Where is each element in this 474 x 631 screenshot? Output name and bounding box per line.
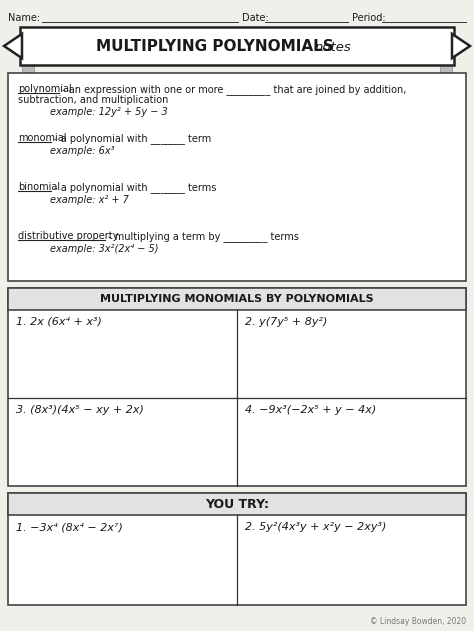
- FancyBboxPatch shape: [8, 288, 466, 310]
- Polygon shape: [440, 65, 452, 72]
- Text: © Lindsay Bowden, 2020: © Lindsay Bowden, 2020: [370, 617, 466, 626]
- Text: example: 12y² + 5y − 3: example: 12y² + 5y − 3: [50, 107, 168, 117]
- Text: YOU TRY:: YOU TRY:: [205, 497, 269, 510]
- Text: 4. −9x³(−2x⁵ + y − 4x): 4. −9x³(−2x⁵ + y − 4x): [245, 405, 376, 415]
- FancyBboxPatch shape: [8, 493, 466, 515]
- Text: binomial: binomial: [18, 182, 60, 192]
- FancyBboxPatch shape: [8, 73, 466, 281]
- Text: 1. 2x (6x⁴ + x³): 1. 2x (6x⁴ + x³): [16, 317, 102, 327]
- Text: - an expression with one or more _________ that are joined by addition,: - an expression with one or more _______…: [60, 84, 407, 95]
- Text: Period:: Period:: [352, 13, 386, 23]
- Polygon shape: [452, 34, 470, 58]
- Text: distributive property: distributive property: [18, 231, 118, 241]
- FancyBboxPatch shape: [20, 27, 454, 65]
- Text: subtraction, and multiplication: subtraction, and multiplication: [18, 95, 168, 105]
- Text: - multiplying a term by _________ terms: - multiplying a term by _________ terms: [105, 231, 299, 242]
- FancyBboxPatch shape: [8, 288, 466, 486]
- Text: - a polynomial with _______ terms: - a polynomial with _______ terms: [51, 182, 217, 193]
- Text: notes: notes: [315, 41, 351, 54]
- Polygon shape: [22, 65, 34, 72]
- Text: - a polynomial with _______ term: - a polynomial with _______ term: [51, 133, 211, 144]
- Text: example: 3x²(2x⁴ − 5): example: 3x²(2x⁴ − 5): [50, 244, 158, 254]
- Text: MULTIPLYING POLYNOMIALS: MULTIPLYING POLYNOMIALS: [96, 39, 334, 54]
- Text: 3. (8x³)(4x⁵ − xy + 2x): 3. (8x³)(4x⁵ − xy + 2x): [16, 405, 144, 415]
- Text: polynomial: polynomial: [18, 84, 72, 94]
- Text: MULTIPLYING MONOMIALS BY POLYNOMIALS: MULTIPLYING MONOMIALS BY POLYNOMIALS: [100, 294, 374, 304]
- Text: example: 6x³: example: 6x³: [50, 146, 115, 156]
- Text: 2. y(7y⁵ + 8y²): 2. y(7y⁵ + 8y²): [245, 317, 328, 327]
- Text: 1. −3x⁴ (8x⁴ − 2x⁷): 1. −3x⁴ (8x⁴ − 2x⁷): [16, 522, 123, 532]
- Text: 2. 5y²(4x³y + x²y − 2xy³): 2. 5y²(4x³y + x²y − 2xy³): [245, 522, 386, 532]
- FancyBboxPatch shape: [8, 493, 466, 605]
- Text: Date:: Date:: [242, 13, 269, 23]
- Text: monomial: monomial: [18, 133, 66, 143]
- Polygon shape: [4, 34, 22, 58]
- Text: example: x² + 7: example: x² + 7: [50, 195, 129, 205]
- Text: Name:: Name:: [8, 13, 40, 23]
